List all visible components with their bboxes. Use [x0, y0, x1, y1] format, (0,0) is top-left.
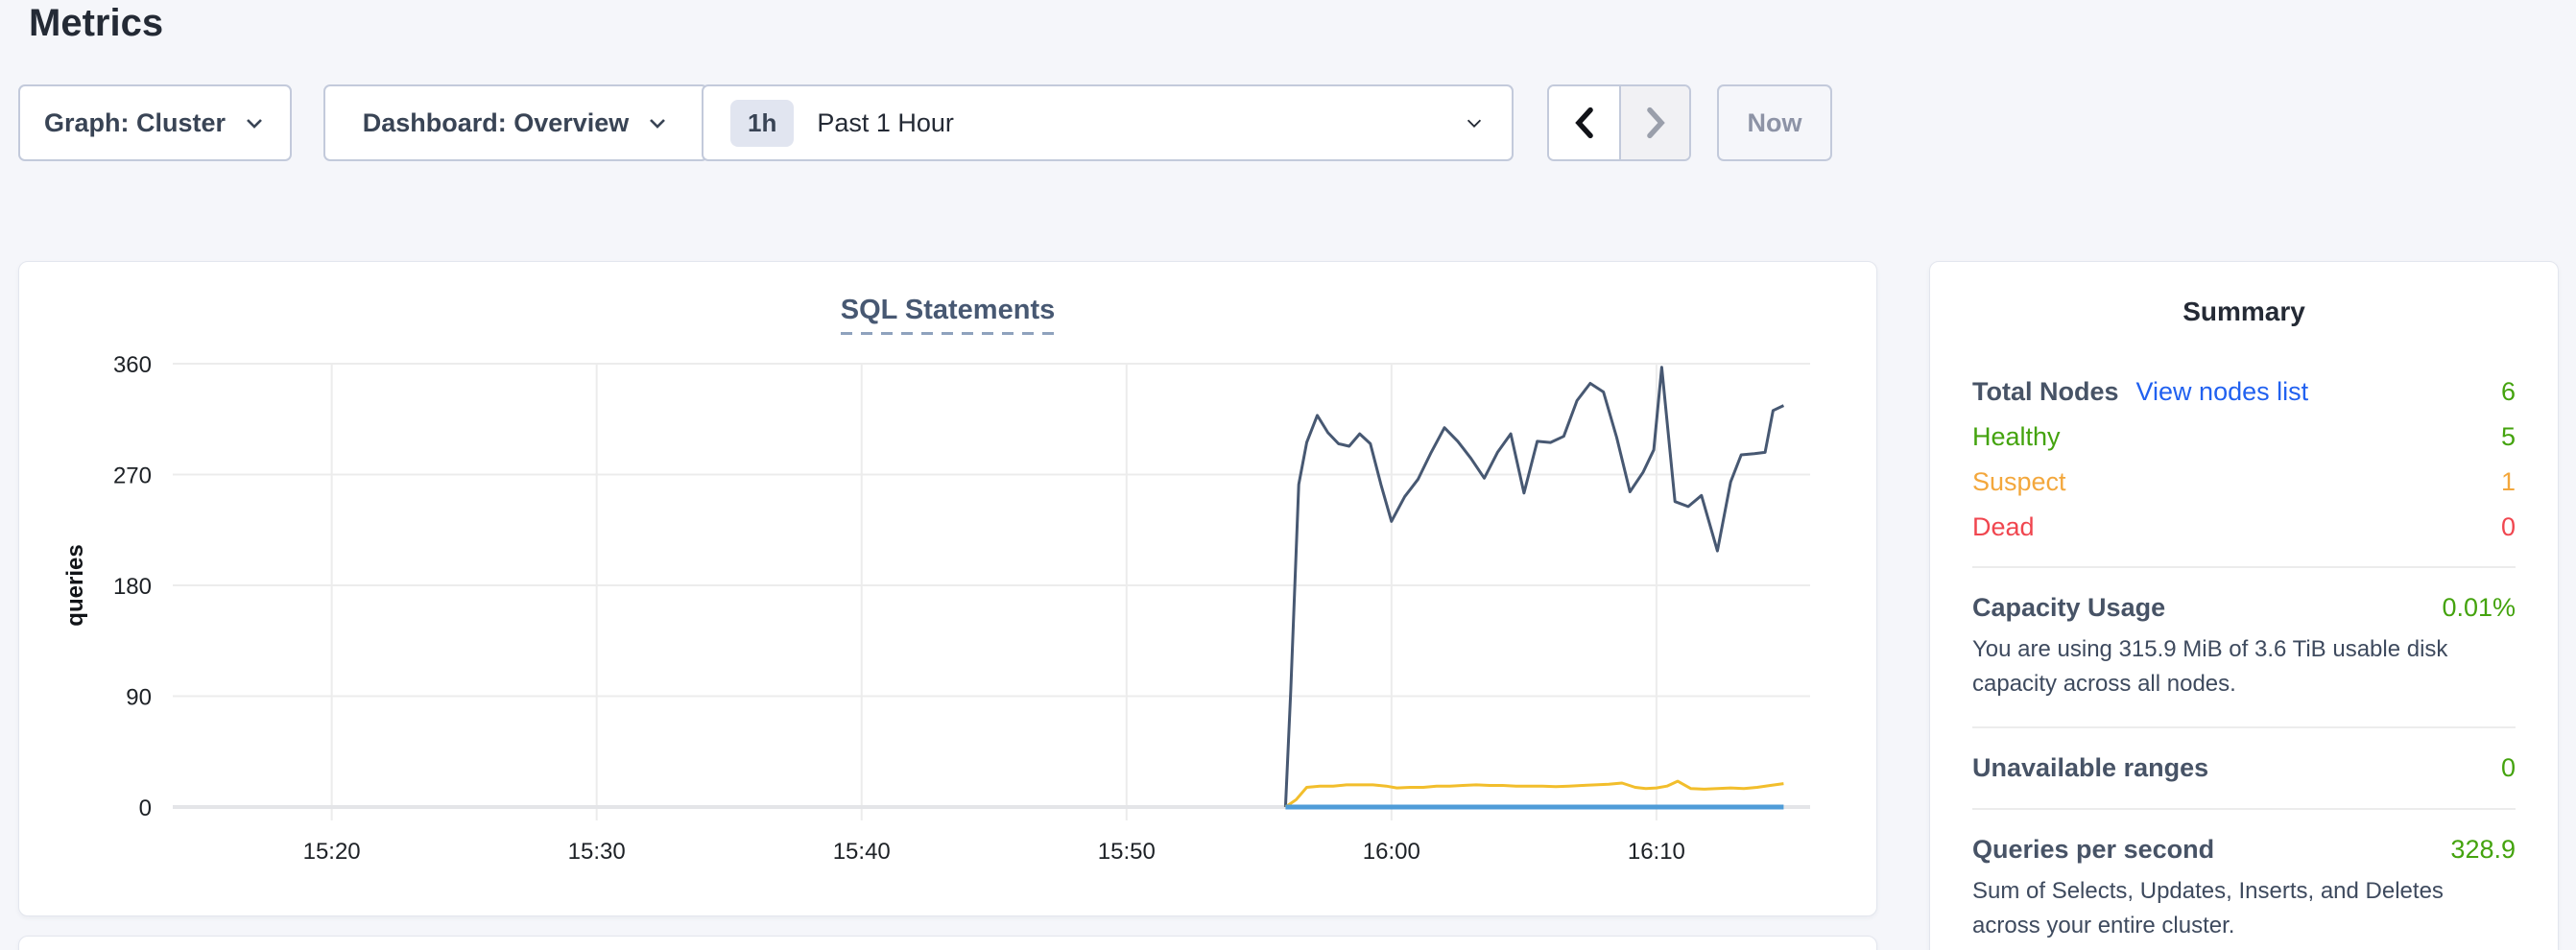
now-button[interactable]: Now [1717, 84, 1832, 161]
summary-title: Summary [2182, 297, 2305, 326]
queries-per-second-description: Sum of Selects, Updates, Inserts, and De… [1972, 878, 2444, 938]
chart-title[interactable]: SQL Statements [840, 295, 1056, 335]
next-time-range-button[interactable] [1619, 86, 1689, 159]
unavailable-ranges-label: Unavailable ranges [1972, 753, 2209, 782]
y-tick-label: 0 [139, 796, 152, 821]
divider [1972, 808, 2516, 810]
x-tick-label: 16:10 [1628, 839, 1685, 865]
graph-dropdown-label: Graph: Cluster [43, 107, 227, 137]
series-statements-dark-navy [1283, 366, 1785, 808]
chevron-down-icon [247, 119, 262, 129]
divider [1972, 726, 2516, 728]
chevron-right-icon [1646, 107, 1665, 139]
total-nodes-label: Total Nodes [1972, 377, 2119, 406]
unavailable-ranges-value: 0 [2500, 753, 2516, 782]
dashboard-dropdown[interactable]: Dashboard: Overview [323, 84, 708, 161]
summary-row-capacity: Capacity Usage 0.01% [1972, 593, 2516, 623]
time-window-selector[interactable]: 1h Past 1 Hour [702, 84, 1514, 161]
dead-label: Dead [1972, 512, 2035, 541]
y-tick-label: 180 [113, 574, 152, 600]
sql-statements-chart-card: SQL Statements 0 90 180 270 360 15:20 15:30 15:… [18, 261, 1877, 916]
suspect-label: Suspect [1972, 467, 2066, 496]
summary-row-healthy: Healthy 5 [1972, 422, 2516, 451]
graph-dropdown[interactable]: Graph: Cluster [18, 84, 292, 161]
next-chart-card-partial [18, 936, 1877, 950]
total-nodes-value: 6 [2500, 377, 2516, 406]
summary-row-unavailable-ranges: Unavailable ranges 0 [1972, 753, 2516, 783]
y-tick-label: 270 [113, 463, 152, 489]
chevron-down-icon [1467, 119, 1482, 128]
x-tick-label: 15:40 [833, 839, 891, 865]
summary-row-dead: Dead 0 [1972, 512, 2516, 541]
queries-per-second-label: Queries per second [1972, 835, 2215, 864]
dashboard-dropdown-label: Dashboard: Overview [362, 107, 630, 137]
time-step-button-group [1547, 84, 1691, 161]
time-window-label: Past 1 Hour [817, 107, 954, 137]
chevron-left-icon [1574, 107, 1593, 139]
y-tick-label: 360 [113, 352, 152, 378]
healthy-value: 5 [2500, 422, 2516, 451]
capacity-usage-label: Capacity Usage [1972, 593, 2166, 622]
summary-row-total-nodes: Total Nodes View nodes list 6 [1972, 377, 2516, 406]
healthy-label: Healthy [1972, 422, 2061, 451]
dead-value: 0 [2500, 512, 2516, 541]
suspect-value: 1 [2500, 467, 2516, 496]
capacity-usage-value: 0.01% [2442, 593, 2516, 622]
view-nodes-list-link[interactable]: View nodes list [2135, 377, 2309, 406]
summary-row-suspect: Suspect 1 [1972, 467, 2516, 496]
y-axis-label: queries [62, 544, 88, 626]
summary-panel: Summary Total Nodes View nodes list 6 He… [1929, 261, 2559, 950]
x-tick-label: 15:30 [568, 839, 626, 865]
page-title: Metrics [29, 2, 164, 44]
y-tick-label: 90 [126, 685, 152, 711]
summary-row-qps: Queries per second 328.9 [1972, 835, 2516, 865]
queries-per-second-value: 328.9 [2450, 835, 2516, 864]
x-tick-label: 16:00 [1363, 839, 1420, 865]
x-tick-label: 15:50 [1098, 839, 1156, 865]
time-window-badge: 1h [730, 99, 795, 147]
capacity-usage-description: You are using 315.9 MiB of 3.6 TiB usabl… [1972, 636, 2448, 697]
sql-statements-chart[interactable]: 0 90 180 270 360 15:20 15:30 15:40 15:50 16:00 16:… [19, 337, 1878, 893]
x-tick-label: 15:20 [303, 839, 361, 865]
series-statements-yellow [1284, 779, 1784, 809]
chevron-down-icon [650, 119, 666, 129]
divider [1972, 566, 2516, 568]
previous-time-range-button[interactable] [1549, 86, 1619, 159]
